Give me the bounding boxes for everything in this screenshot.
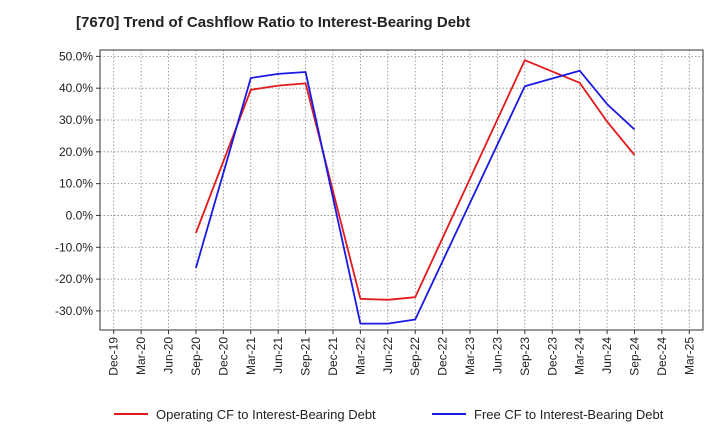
x-tick-label: Sep-23: [518, 337, 532, 376]
series-line-2: [195, 69, 636, 325]
x-tick-label: Jun-23: [490, 337, 504, 374]
y-tick-label: 0.0%: [66, 208, 94, 222]
x-tick-label: Jun-24: [600, 337, 614, 374]
series-lines: [195, 59, 636, 325]
y-tick-label: -20.0%: [55, 272, 93, 286]
x-tick-label: Mar-25: [682, 337, 696, 375]
y-tick-label: 40.0%: [59, 81, 93, 95]
x-tick-label: Sep-21: [299, 337, 313, 376]
x-tick-label: Mar-23: [463, 337, 477, 375]
x-axis-ticks: Dec-19 Mar-20 Jun-20 Sep-20 Dec-20 Mar-21 Jun-…: [107, 330, 696, 376]
y-tick-label: -10.0%: [55, 240, 93, 254]
y-tick-label: 50.0%: [59, 49, 93, 63]
x-tick-label: Mar-24: [573, 337, 587, 375]
grid-lines: [100, 50, 703, 330]
y-tick-label: 30.0%: [59, 113, 93, 127]
plot-area-frame: [99, 49, 704, 331]
x-tick-label: Dec-23: [545, 337, 559, 376]
series-line-1: [195, 59, 636, 301]
y-tick-label: 20.0%: [59, 145, 93, 159]
x-tick-label: Jun-21: [271, 337, 285, 374]
y-tick-label: 10.0%: [59, 177, 93, 191]
x-tick-label: Jun-20: [162, 337, 176, 374]
legend: Operating CF to Interest-Bearing Debt Fre…: [114, 407, 664, 422]
chart-title: [7670] Trend of Cashflow Ratio to Intere…: [76, 14, 471, 31]
x-tick-label: Dec-21: [326, 337, 340, 376]
x-tick-label: Mar-21: [244, 337, 258, 375]
y-tick-label: -30.0%: [55, 304, 93, 318]
legend-label-1: Operating CF to Interest-Bearing Debt: [156, 407, 376, 422]
x-tick-label: Mar-20: [134, 337, 148, 375]
y-axis-ticks: 50.0% 40.0% 30.0% 20.0% 10.0% 0.0% -10.0% -20.0…: [55, 49, 100, 318]
x-tick-label: Dec-24: [655, 337, 669, 376]
x-tick-label: Jun-22: [381, 337, 395, 374]
legend-label-2: Free CF to Interest-Bearing Debt: [474, 407, 664, 422]
x-tick-label: Dec-20: [216, 337, 230, 376]
x-tick-label: Dec-19: [107, 337, 121, 376]
x-tick-label: Sep-20: [189, 337, 203, 376]
x-tick-label: Sep-22: [408, 337, 422, 376]
x-tick-label: Dec-22: [436, 337, 450, 376]
x-tick-label: Mar-22: [353, 337, 367, 375]
x-tick-label: Sep-24: [627, 337, 641, 376]
